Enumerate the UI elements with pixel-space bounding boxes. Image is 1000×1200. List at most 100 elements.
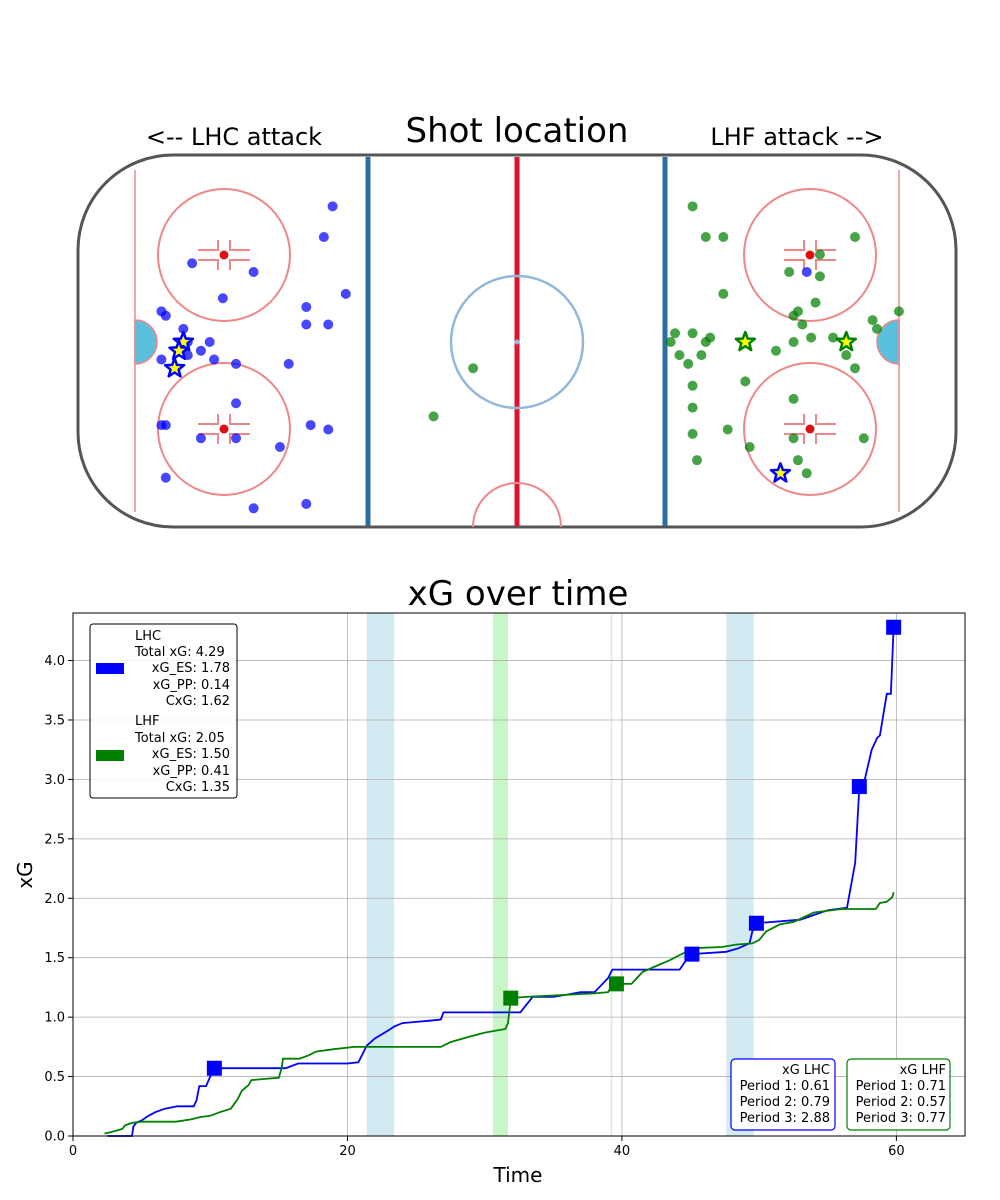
x-tick-label: 60 (888, 1144, 905, 1159)
lhf-shot-marker (468, 363, 479, 374)
center-faceoff-circle (449, 274, 585, 410)
lhf-shot-marker (771, 345, 782, 356)
lhc-powerplay-band (366, 613, 395, 1136)
lhc-shot-marker (160, 310, 171, 321)
lhf-shot-marker (850, 231, 861, 242)
lhc-shot-marker (248, 503, 259, 514)
legend-lhf-es: xG_ES: 1.50 (152, 747, 230, 762)
faceoff-circle-bottom-left (157, 362, 291, 496)
legend-lhc-pp: xG_PP: 0.14 (153, 678, 230, 693)
lhf-goal-marker (734, 330, 757, 352)
lhf-shot-marker (828, 332, 839, 343)
lhc-shot-marker (327, 201, 338, 212)
lhc-shot-marker (318, 231, 329, 242)
lhc-goal-square-marker (851, 779, 867, 795)
lhf-shot-marker (850, 363, 861, 374)
lhf-shot-marker (810, 297, 821, 308)
lhf-goal-marker (835, 330, 858, 352)
y-tick-label: 4.0 (44, 654, 65, 669)
lhc-xg-line (107, 627, 895, 1137)
x-tick-label: 0 (69, 1144, 77, 1159)
lhc-shot-marker (178, 323, 189, 334)
legend-lhc-es: xG_ES: 1.78 (152, 661, 230, 676)
legend-lhc-cxg: CxG: 1.62 (166, 694, 230, 709)
lhf-shot-marker (814, 249, 825, 260)
period-box-lhc-p3: Period 3: 2.88 (740, 1111, 830, 1126)
lhf-shot-marker (718, 231, 729, 242)
lhf-shot-marker (428, 411, 439, 422)
lhf-shot-marker (696, 350, 707, 361)
lhf-powerplay-band (492, 613, 509, 1136)
lhf-shot-marker (784, 266, 795, 277)
faceoff-circle-top-right (743, 188, 877, 322)
lhf-shot-marker (674, 350, 685, 361)
lhf-shot-marker (744, 442, 755, 453)
lhc-shot-marker (301, 319, 312, 330)
y-tick-label: 2.0 (44, 892, 65, 907)
faceoff-circle-top-left (157, 188, 291, 322)
lhf-xg-line (104, 892, 895, 1135)
lhf-shot-marker (718, 288, 729, 299)
legend-lhc-team: LHC (135, 629, 161, 644)
lhf-shot-marker (665, 337, 676, 347)
lhc-shot-marker (217, 293, 228, 304)
lhf-shot-marker (893, 306, 904, 317)
legend: LHC Total xG: 4.29 xG_ES: 1.78 xG_PP: 0.… (89, 623, 238, 799)
period-box-lhc-p2: Period 2: 0.79 (740, 1095, 830, 1110)
shot-markers (156, 201, 904, 514)
y-tick-label: 0.5 (44, 1070, 65, 1085)
period-box-lhf-p1: Period 1: 0.71 (856, 1079, 946, 1094)
lhc-shot-marker (160, 472, 171, 483)
lhc-attack-label: <-- LHC attack (146, 123, 322, 151)
lhf-powerplay-band (610, 613, 613, 1136)
lhc-shot-marker (195, 345, 206, 356)
referee-crease (472, 482, 562, 528)
lhc-shot-marker (231, 358, 242, 369)
lhf-attack-label: LHF attack --> (710, 123, 883, 151)
powerplay-bands (366, 613, 754, 1136)
x-tick-label: 40 (614, 1144, 631, 1159)
xg-chart-title: xG over time (408, 574, 629, 614)
lhc-powerplay-band (726, 613, 754, 1136)
lhc-shot-marker (305, 420, 316, 431)
lhf-shot-marker (691, 455, 702, 466)
lhc-goal-square-marker (886, 619, 902, 635)
shot-location-chart: Shot location <-- LHC attack LHF attack … (76, 111, 958, 529)
legend-swatch-lhc (96, 663, 124, 674)
y-tick-label: 3.5 (44, 713, 65, 728)
lhf-shot-marker (841, 350, 852, 361)
lhf-shot-marker (722, 424, 733, 435)
goal-crease-right (876, 319, 900, 365)
lhf-shot-marker (700, 231, 711, 242)
lhc-shot-marker (274, 442, 285, 453)
y-axis-label: xG (13, 861, 37, 888)
lhc-shot-marker (323, 319, 334, 330)
period-box-lhf: xG LHF Period 1: 0.71 Period 2: 0.57 Per… (846, 1058, 951, 1131)
lhc-shot-marker (160, 420, 171, 431)
period-box-lhf-frame (846, 1058, 951, 1131)
xg-lines (104, 619, 902, 1137)
lhf-shot-marker (801, 468, 812, 479)
lhf-shot-marker (858, 433, 869, 444)
legend-frame (89, 623, 238, 799)
lhf-shot-marker (797, 319, 808, 330)
lhc-shot-marker (231, 398, 242, 409)
lhf-shot-marker (871, 323, 882, 334)
lhf-shot-marker (687, 428, 698, 439)
period-box-lhf-title: xG LHF (900, 1063, 946, 1078)
lhf-goal-square-marker (608, 976, 624, 992)
lhf-shot-marker (814, 271, 825, 282)
lhc-goal-marker (168, 339, 190, 361)
lhf-shot-marker (740, 376, 751, 387)
lhf-shot-marker (687, 201, 698, 212)
lhf-shot-marker (687, 328, 698, 339)
legend-lhf-total: Total xG: 2.05 (134, 731, 225, 746)
lhc-shot-marker (323, 424, 334, 435)
lhf-shot-marker (670, 328, 681, 339)
lhc-shot-marker (801, 266, 812, 277)
legend-lhf-team: LHF (135, 714, 160, 729)
lhc-goal-square-marker (748, 915, 764, 931)
lhc-shot-marker (195, 433, 206, 444)
period-box-lhc-frame (730, 1058, 836, 1131)
lhf-shot-marker (788, 337, 799, 347)
